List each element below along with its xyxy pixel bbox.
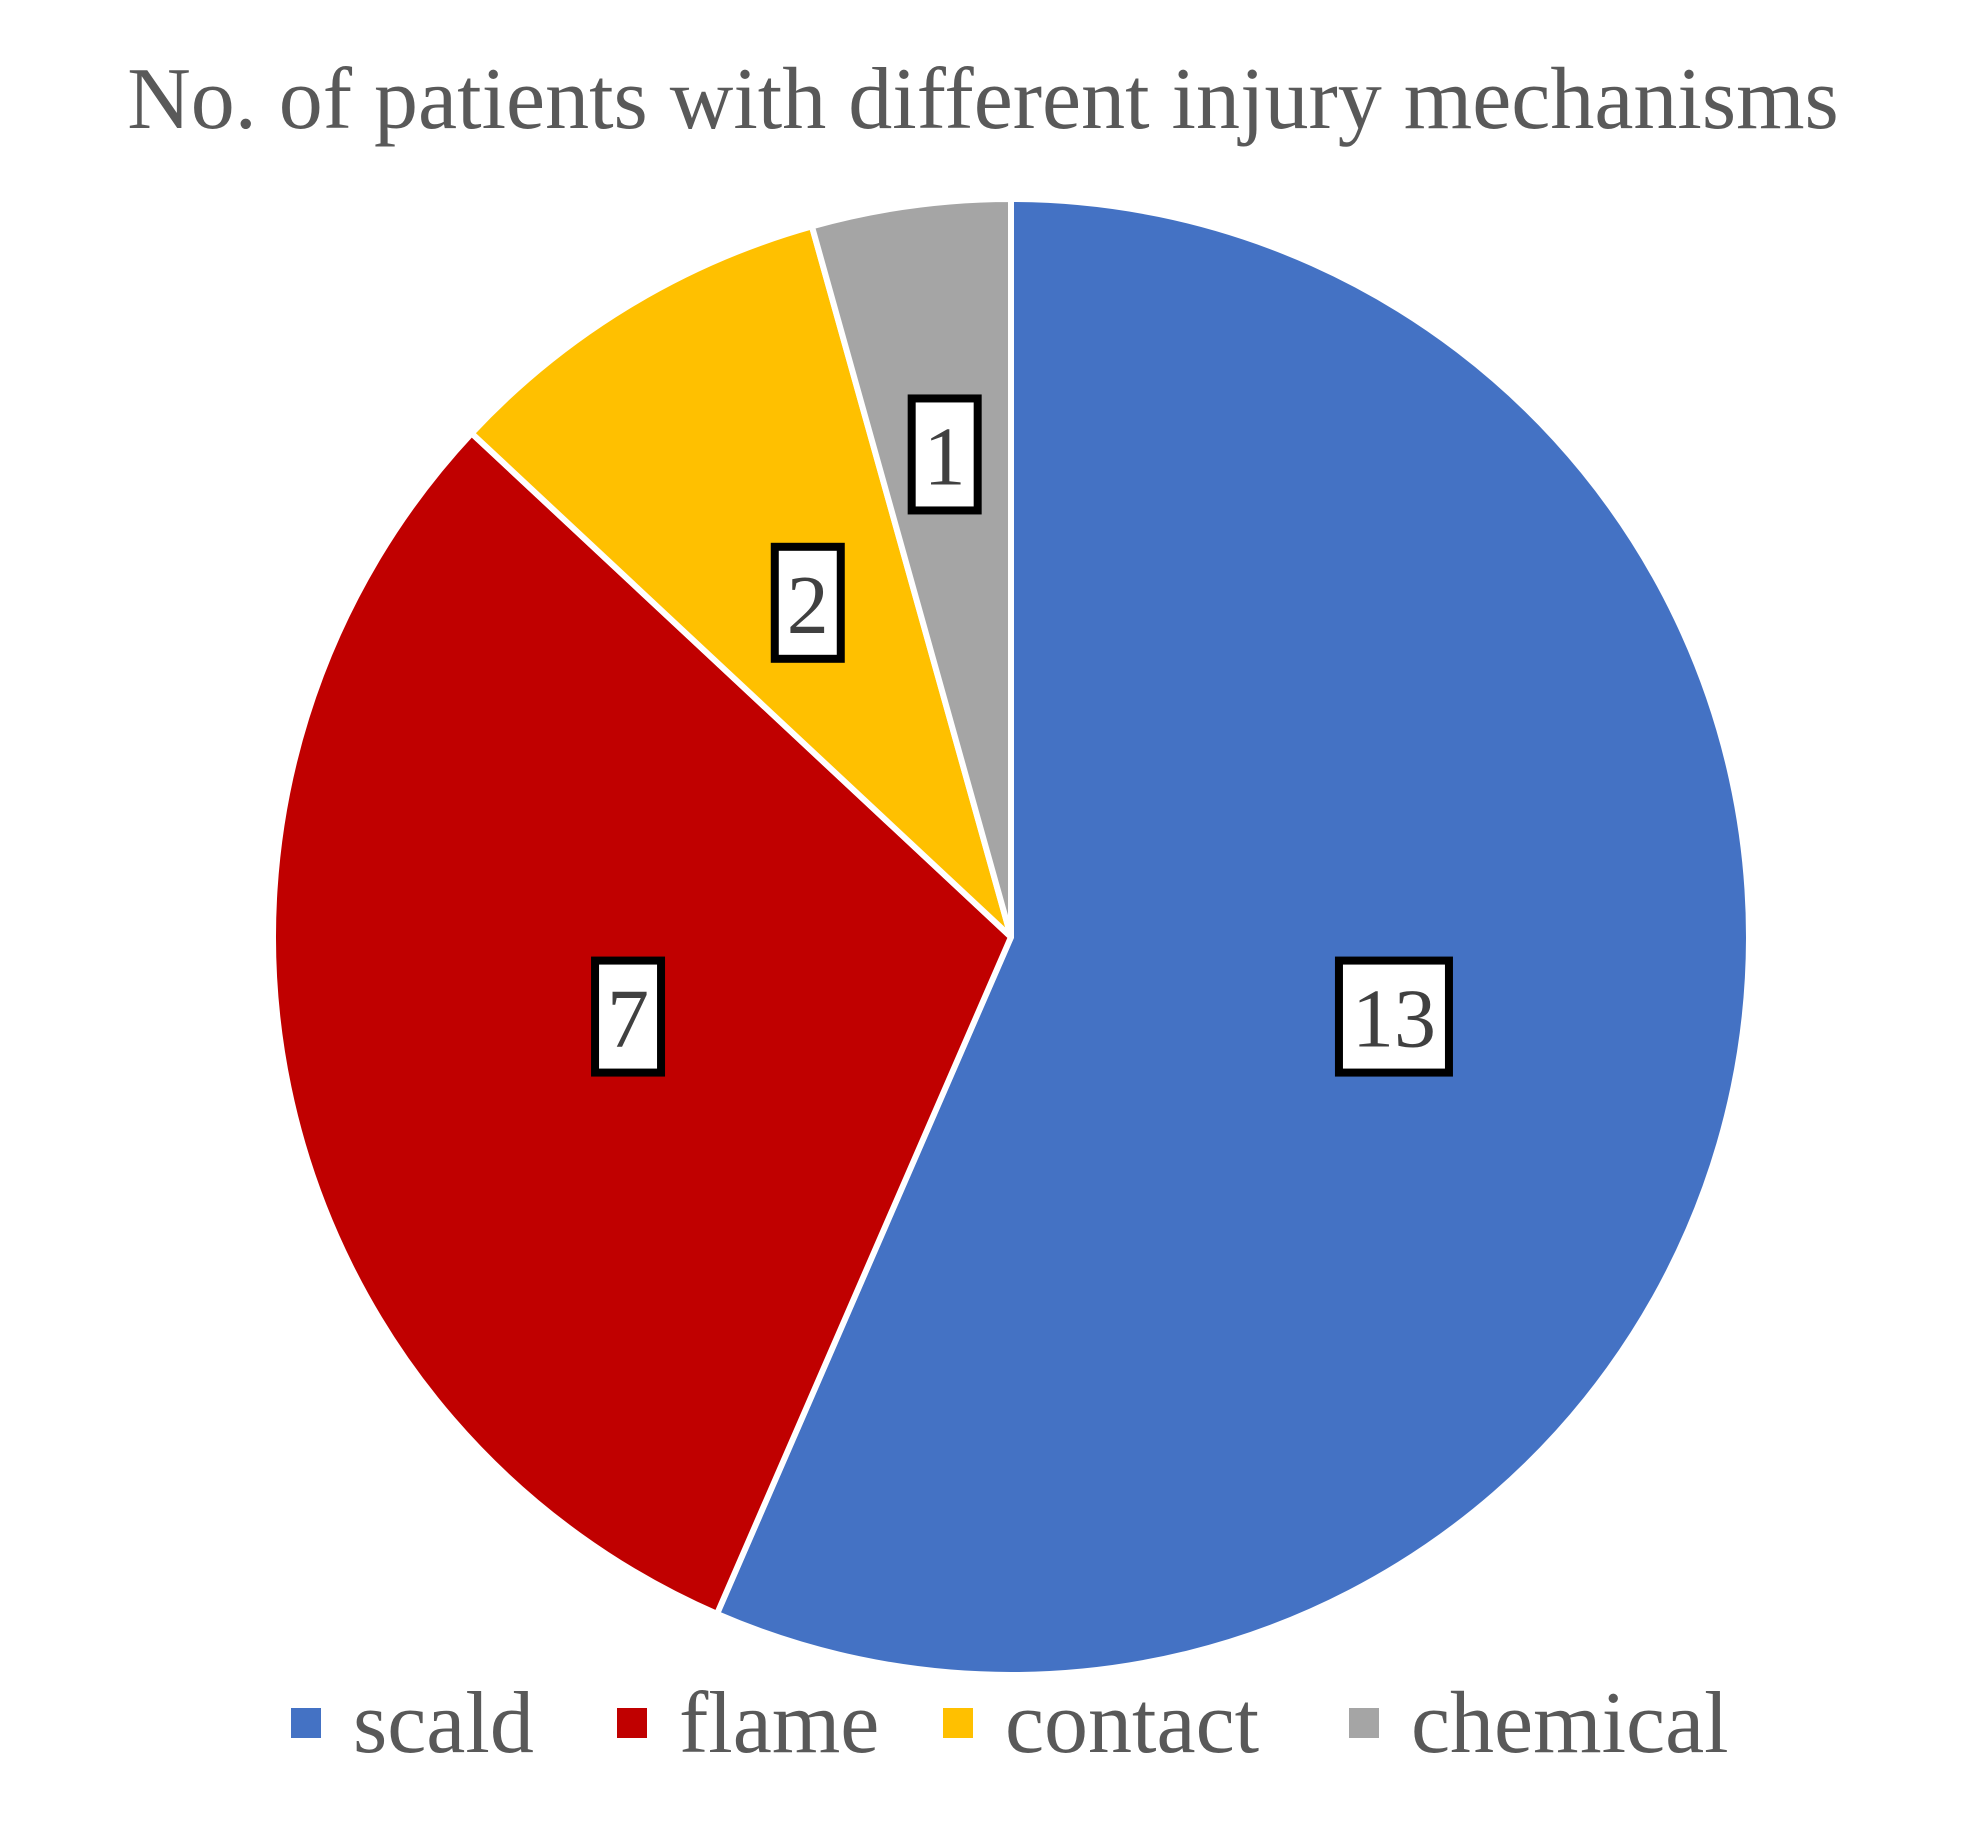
pie-slice-scald — [713, 196, 1752, 1678]
pie-slice-contact — [468, 223, 1014, 940]
legend-swatch — [1349, 1708, 1379, 1738]
data-label-value: 2 — [787, 559, 829, 652]
legend: scald flame contact chemical — [291, 1675, 1729, 1772]
data-label-box — [907, 394, 982, 515]
legend-label: contact — [1005, 1675, 1259, 1772]
legend-swatch — [291, 1708, 321, 1738]
legend-item-scald: scald — [291, 1675, 534, 1772]
data-label-value: 13 — [1352, 973, 1436, 1066]
legend-item-contact: contact — [943, 1675, 1259, 1772]
legend-label: chemical — [1411, 1675, 1729, 1772]
data-labels: 13 7 2 1 — [591, 394, 1453, 1077]
legend-label: flame — [679, 1675, 879, 1772]
data-label-flame: 7 — [591, 956, 666, 1077]
data-label-box — [1334, 956, 1453, 1077]
legend-swatch — [617, 1708, 647, 1738]
pie-slice-chemical — [808, 196, 1014, 940]
legend-label: scald — [353, 1675, 534, 1772]
legend-item-chemical: chemical — [1349, 1675, 1729, 1772]
data-label-scald: 13 — [1334, 956, 1453, 1077]
data-label-box — [770, 542, 845, 663]
data-label-contact: 2 — [770, 542, 845, 663]
legend-swatch — [943, 1708, 973, 1738]
data-label-value: 1 — [924, 410, 966, 503]
data-label-box — [591, 956, 666, 1077]
data-label-value: 7 — [607, 973, 649, 1066]
data-label-chemical: 1 — [907, 394, 982, 515]
legend-item-flame: flame — [617, 1675, 879, 1772]
chart-title: No. of patients with different injury me… — [127, 51, 1839, 148]
pie-slices — [270, 196, 1752, 1678]
